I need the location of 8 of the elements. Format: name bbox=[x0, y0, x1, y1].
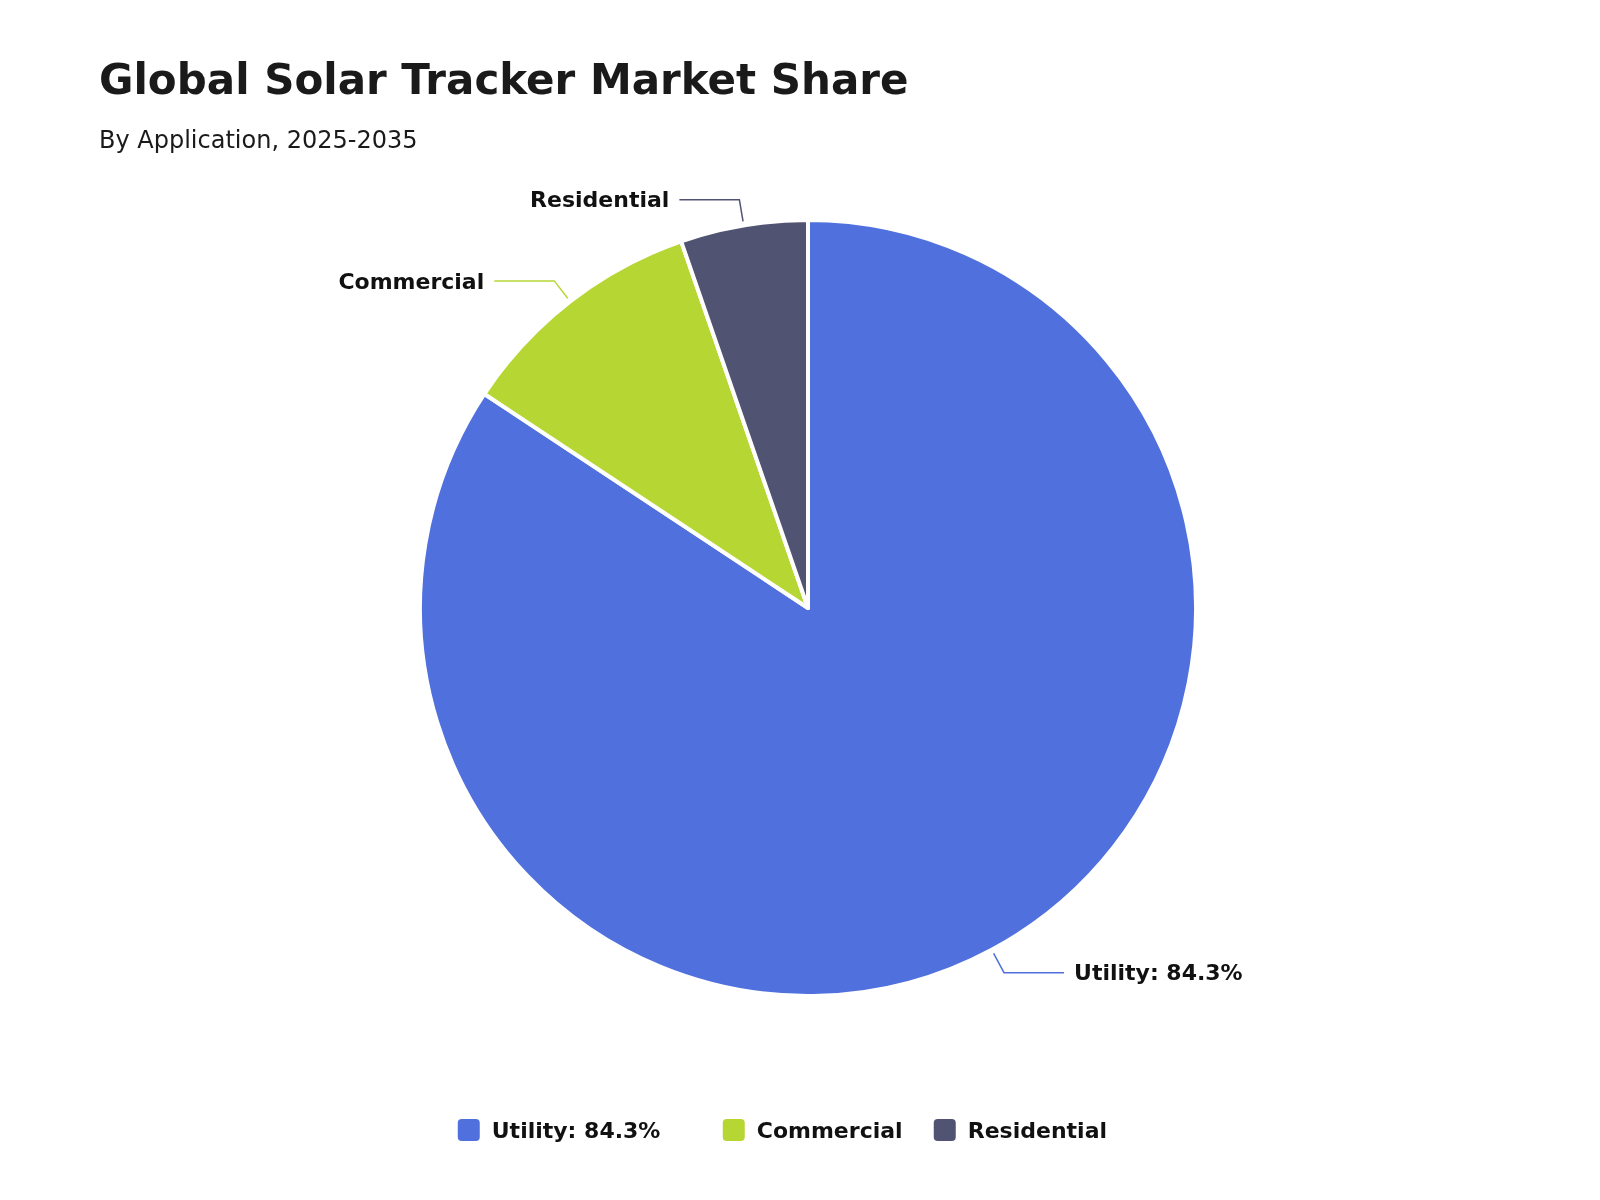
slice-label: Utility: 84.3% bbox=[1074, 960, 1243, 986]
chart-subtitle: By Application, 2025-2035 bbox=[99, 126, 418, 154]
legend-label: Commercial bbox=[756, 1117, 903, 1143]
legend-label: Utility: 84.3% bbox=[491, 1117, 661, 1143]
chart-title: Global Solar Tracker Market Share bbox=[99, 55, 909, 104]
slice-label: Commercial bbox=[338, 268, 485, 294]
slice-label: Residential bbox=[530, 187, 670, 213]
legend-label: Residential bbox=[967, 1117, 1108, 1143]
